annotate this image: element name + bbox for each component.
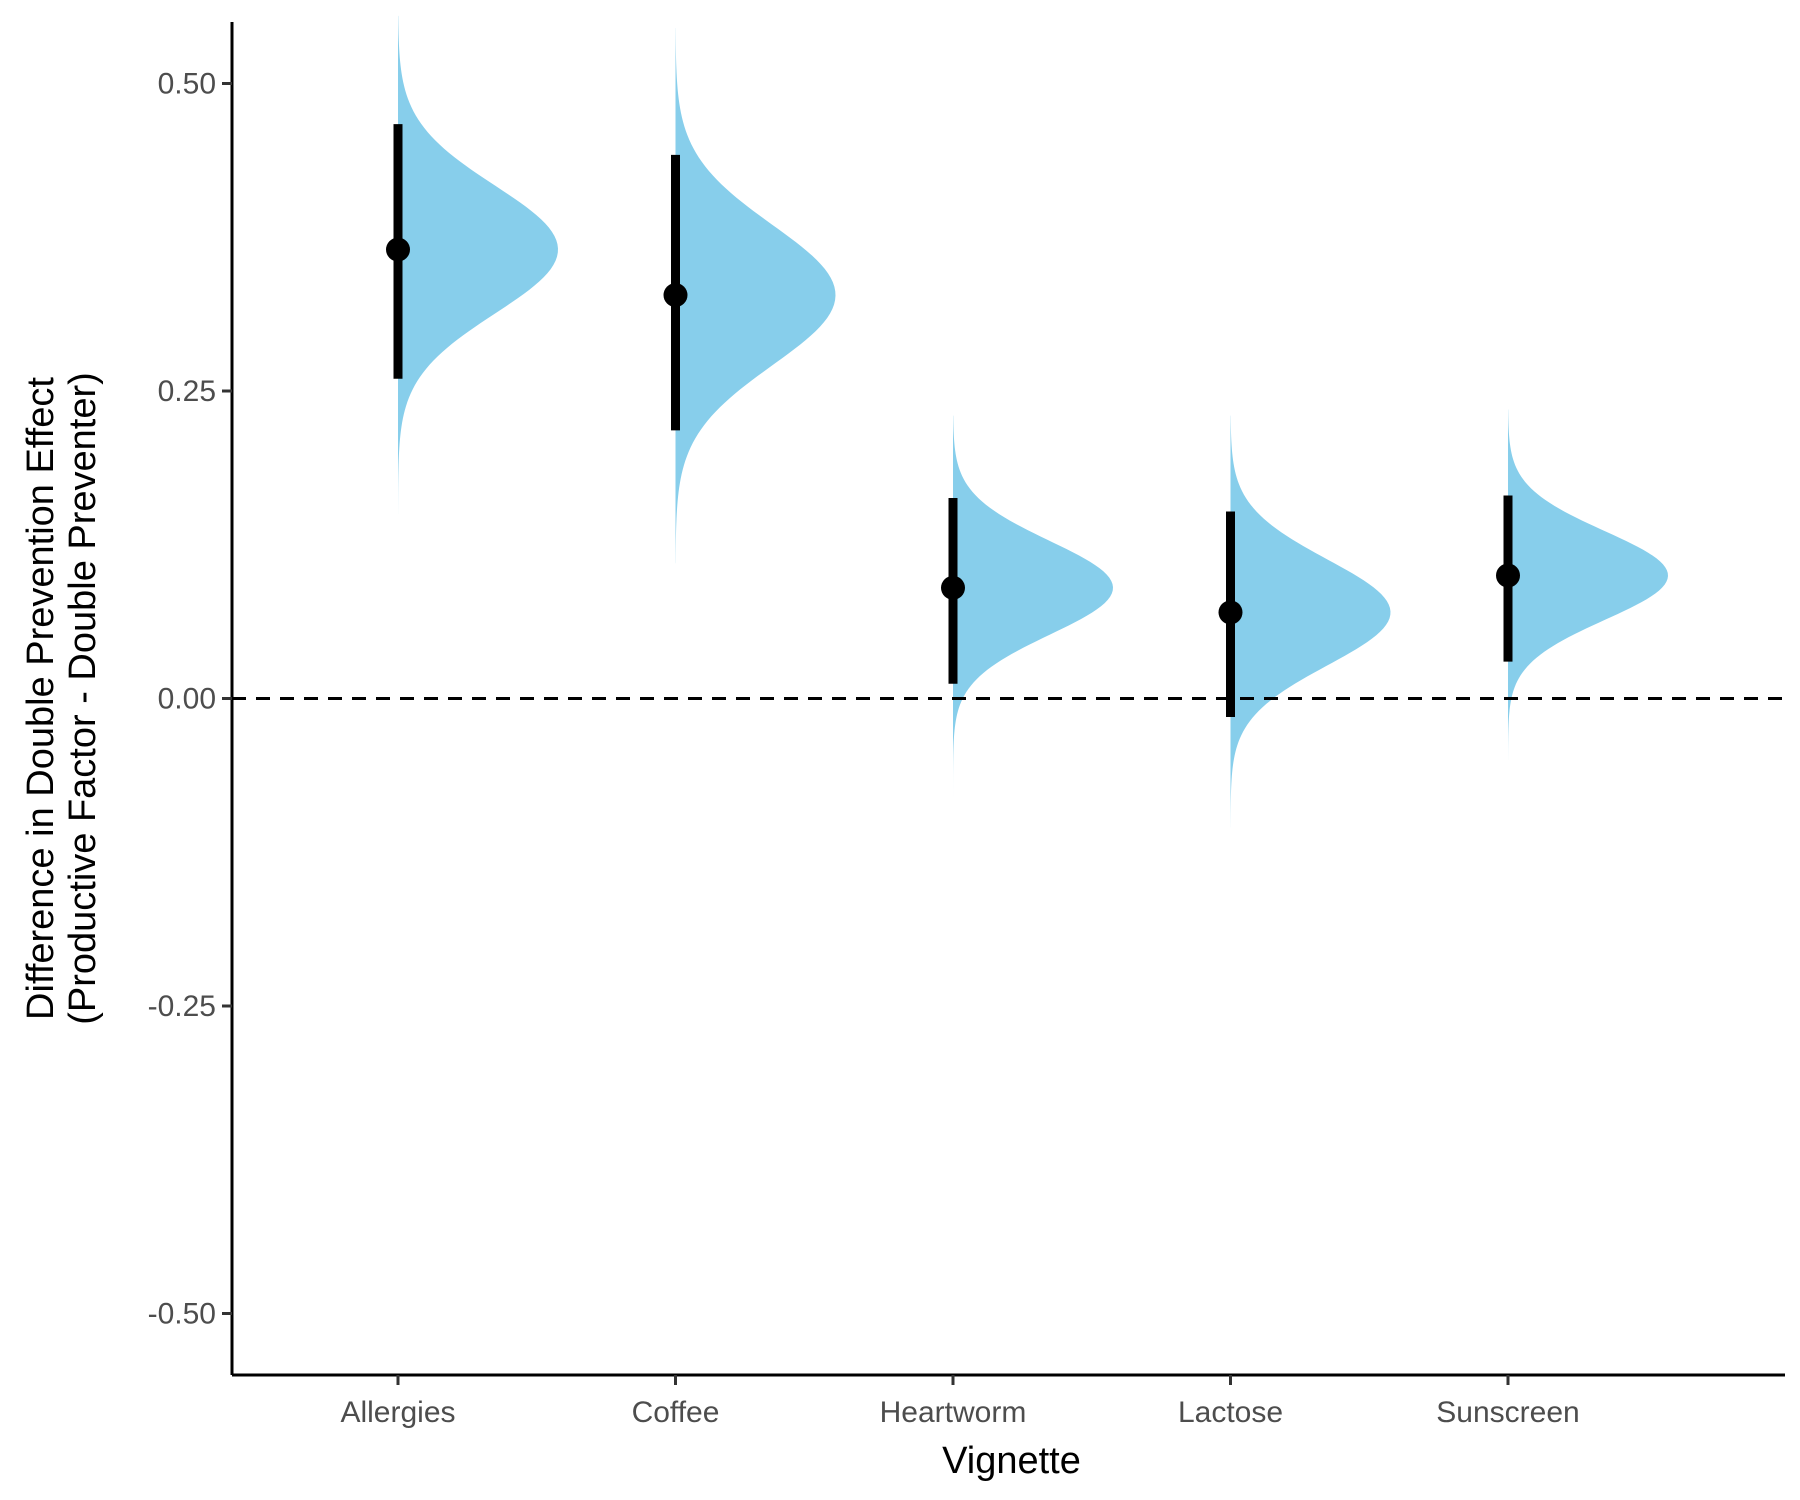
y-tick-label: 0.50 — [158, 68, 216, 101]
y-tick-label: 0.00 — [158, 683, 216, 716]
point-allergies — [386, 237, 410, 262]
x-tick-label: Sunscreen — [1436, 1396, 1579, 1429]
y-axis-title-line: Difference in Double Prevention Effect — [20, 377, 62, 1020]
x-tick-label: Coffee — [632, 1396, 720, 1429]
y-tick-label: -0.50 — [148, 1298, 216, 1331]
density-heartworm — [953, 415, 1113, 797]
point-coffee — [663, 283, 688, 308]
y-axis-title: Difference in Double Prevention Effect(P… — [20, 372, 104, 1025]
density-lactose — [1230, 415, 1391, 828]
y-axis-title-line: (Productive Factor - Double Preventer) — [62, 372, 104, 1025]
density-sunscreen — [1508, 409, 1668, 760]
y-tick-label: 0.25 — [158, 375, 216, 408]
y-tick-label: -0.25 — [148, 990, 216, 1023]
x-axis-title: Vignette — [942, 1440, 1081, 1482]
x-tick-label: Lactose — [1178, 1396, 1283, 1429]
point-lactose — [1218, 600, 1243, 625]
density-coffee — [675, 28, 836, 564]
labels-layer: -0.50 -0.25 0.00 0.25 0.50 Allergies Coffee Hea… — [20, 68, 1580, 1483]
point-sunscreen — [1496, 563, 1520, 588]
interval-layer — [386, 124, 1520, 717]
axes-layer — [222, 22, 1785, 1385]
density-allergies — [398, 15, 558, 514]
point-heartworm — [941, 575, 965, 600]
density-layer — [398, 15, 1668, 828]
x-tick-label: Heartworm — [880, 1396, 1027, 1429]
x-tick-label: Allergies — [340, 1396, 455, 1429]
